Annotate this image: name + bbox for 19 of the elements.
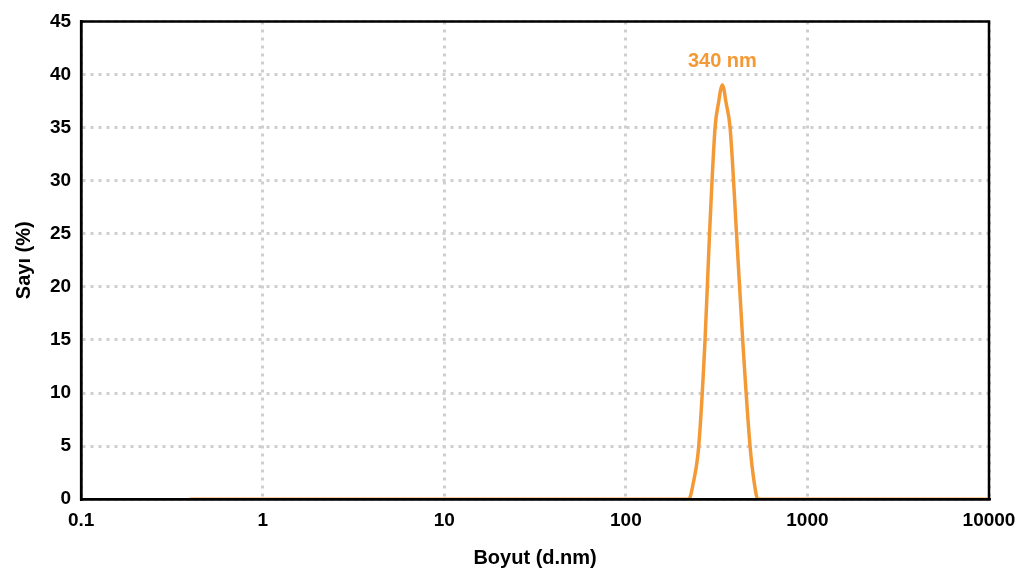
annotation: 340 nm	[687, 48, 757, 71]
x-axis-title: Boyut (d.nm)	[473, 545, 597, 568]
y-tick-label: 10	[49, 381, 72, 403]
y-tick-label: 0	[60, 487, 72, 509]
x-tick-label: 100	[610, 508, 642, 530]
y-tick-label: 30	[49, 168, 72, 190]
x-tick-label: 0.1	[67, 508, 95, 530]
y-tick-label: 15	[49, 328, 72, 350]
x-tick-label: 1000	[786, 508, 829, 530]
y-tick-label: 45	[49, 9, 72, 31]
x-tick-label: 1	[257, 508, 269, 530]
y-tick-label: 5	[60, 434, 72, 456]
x-tick-label: 10	[433, 508, 455, 530]
y-tick-label: 40	[49, 62, 72, 84]
y-axis-title: Sayı (%)	[11, 221, 34, 300]
y-tick-label: 25	[49, 221, 72, 243]
y-tick-label: 20	[49, 275, 72, 297]
x-tick-label: 10000	[962, 508, 1016, 530]
y-tick-label: 35	[49, 115, 72, 137]
